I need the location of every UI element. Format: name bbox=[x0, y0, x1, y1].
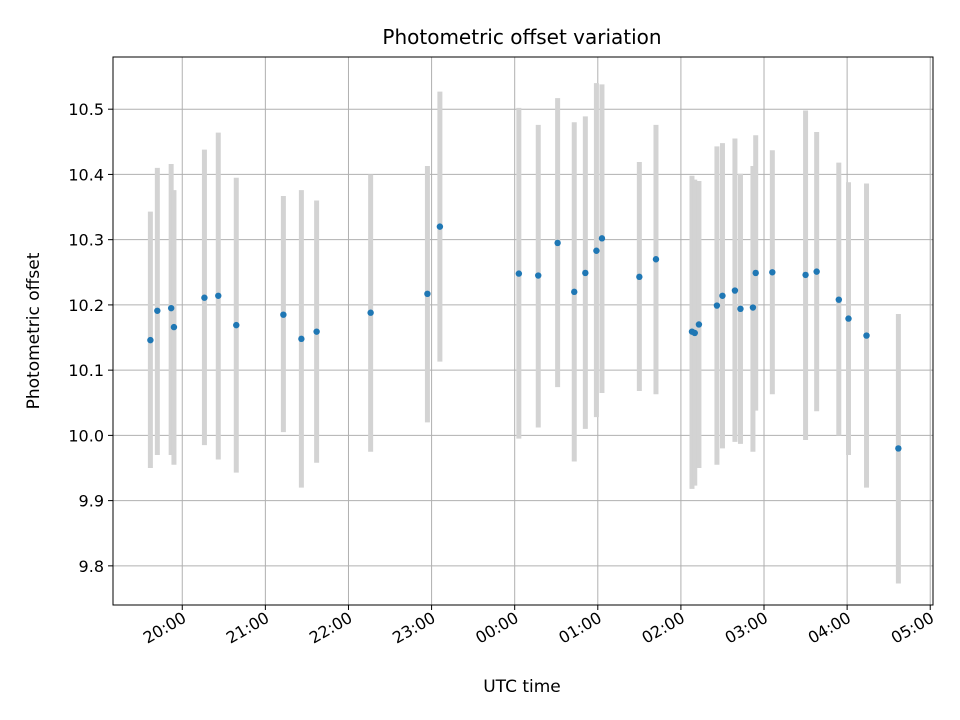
data-point-17 bbox=[582, 269, 589, 277]
y-tick-label: 9.8 bbox=[79, 557, 104, 576]
data-point-32 bbox=[802, 271, 809, 279]
data-point-37 bbox=[895, 445, 902, 452]
x-axis-label: UTC time bbox=[483, 677, 561, 697]
y-axis-ticks: 9.8 9.9 10.0 10.1 10.2 10.3 10.4 10.5 bbox=[68, 100, 113, 576]
chart-title: Photometric offset variation bbox=[382, 25, 661, 49]
data-point-10 bbox=[367, 309, 374, 316]
data-point-20 bbox=[636, 273, 643, 281]
data-point-16 bbox=[571, 288, 578, 296]
data-point-15 bbox=[554, 239, 561, 247]
data-point-0 bbox=[147, 336, 154, 344]
data-point-13 bbox=[515, 270, 523, 277]
y-tick-label: 10.0 bbox=[68, 426, 104, 445]
data-point-1 bbox=[154, 307, 161, 314]
data-point-7 bbox=[280, 311, 287, 318]
y-tick-label: 10.1 bbox=[68, 361, 104, 380]
data-point-35 bbox=[845, 315, 852, 322]
data-point-18 bbox=[593, 247, 600, 254]
data-point-24 bbox=[695, 321, 703, 328]
y-tick-label: 10.4 bbox=[68, 165, 104, 184]
data-point-34 bbox=[835, 296, 843, 303]
data-point-25 bbox=[713, 302, 721, 309]
data-point-23 bbox=[691, 329, 698, 337]
data-point-5 bbox=[215, 292, 222, 299]
y-axis-label: Photometric offset bbox=[24, 252, 44, 409]
data-point-19 bbox=[598, 235, 606, 242]
data-point-12 bbox=[436, 223, 444, 230]
data-point-8 bbox=[298, 335, 305, 343]
data-point-27 bbox=[731, 287, 739, 294]
data-point-21 bbox=[652, 256, 660, 263]
data-point-29 bbox=[749, 304, 757, 311]
data-point-31 bbox=[769, 269, 776, 276]
data-point-33 bbox=[813, 268, 820, 275]
data-point-14 bbox=[535, 272, 542, 279]
plot-frame bbox=[112, 56, 934, 606]
y-tick-label: 10.3 bbox=[68, 231, 104, 250]
data-point-36 bbox=[863, 332, 870, 339]
y-tick-label: 10.5 bbox=[68, 100, 104, 119]
data-point-9 bbox=[313, 328, 320, 335]
data-point-26 bbox=[719, 292, 726, 299]
y-tick-label: 10.2 bbox=[68, 296, 104, 315]
data-point-28 bbox=[737, 305, 744, 313]
data-point-11 bbox=[424, 290, 431, 298]
y-tick-label: 9.9 bbox=[79, 492, 104, 511]
grid-lines bbox=[113, 57, 933, 605]
data-point-30 bbox=[752, 269, 759, 277]
data-points bbox=[147, 223, 902, 452]
data-point-4 bbox=[201, 294, 208, 301]
data-point-6 bbox=[233, 321, 240, 329]
data-point-2 bbox=[167, 304, 175, 312]
data-point-3 bbox=[170, 323, 178, 331]
